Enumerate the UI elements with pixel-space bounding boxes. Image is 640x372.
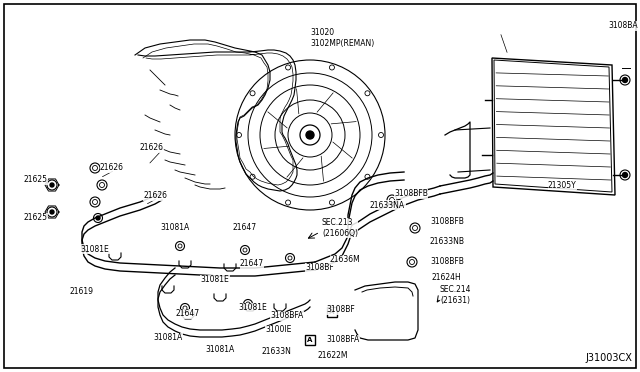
Text: 21626: 21626 (140, 144, 164, 153)
Text: 31020
3102MP(REMAN): 31020 3102MP(REMAN) (310, 28, 374, 48)
Text: 21647: 21647 (233, 224, 257, 232)
Text: 31081E: 31081E (200, 276, 229, 285)
Text: 3108BFA: 3108BFA (270, 311, 303, 321)
Bar (305, 335, 315, 345)
Text: 21626: 21626 (143, 192, 167, 201)
Text: 31081A: 31081A (161, 224, 189, 232)
Text: 21647: 21647 (240, 260, 264, 269)
Circle shape (623, 173, 627, 177)
Text: 3108BA: 3108BA (608, 22, 637, 31)
Text: 3108BFB: 3108BFB (394, 189, 428, 199)
Text: 21633NA: 21633NA (370, 201, 405, 209)
Text: 21626: 21626 (100, 164, 124, 173)
Text: 21625: 21625 (24, 214, 48, 222)
Text: 3108BFB: 3108BFB (430, 218, 464, 227)
Circle shape (50, 210, 54, 214)
Text: 21633N: 21633N (262, 347, 292, 356)
Text: 21622M: 21622M (318, 352, 349, 360)
Circle shape (623, 77, 627, 83)
Bar (327, 307, 337, 317)
Text: 31081A: 31081A (205, 346, 235, 355)
Circle shape (50, 183, 54, 187)
Text: 21305Y: 21305Y (548, 180, 577, 189)
Text: J31003CX: J31003CX (585, 353, 632, 363)
Text: 3108BFB: 3108BFB (430, 257, 464, 266)
Text: 21625: 21625 (24, 176, 48, 185)
Text: 21624H: 21624H (432, 273, 461, 282)
Text: A: A (307, 337, 313, 343)
Text: 21633NB: 21633NB (430, 237, 465, 247)
Text: 3108BF: 3108BF (305, 263, 333, 273)
Text: SEC.214
(21631): SEC.214 (21631) (440, 285, 472, 305)
Text: 3108BFA: 3108BFA (326, 336, 359, 344)
Text: 3100IE: 3100IE (265, 326, 291, 334)
Text: SEC.213
(21606Q): SEC.213 (21606Q) (322, 218, 358, 238)
Text: A: A (330, 309, 335, 315)
Text: 31081E: 31081E (81, 244, 109, 253)
Text: 21647: 21647 (176, 310, 200, 318)
Circle shape (306, 131, 314, 139)
Text: 31081E: 31081E (239, 304, 268, 312)
Text: 21619: 21619 (70, 288, 94, 296)
Text: 21636M: 21636M (330, 256, 361, 264)
Text: 31081A: 31081A (154, 334, 182, 343)
Text: 3108BF: 3108BF (326, 305, 355, 314)
Circle shape (96, 216, 100, 220)
